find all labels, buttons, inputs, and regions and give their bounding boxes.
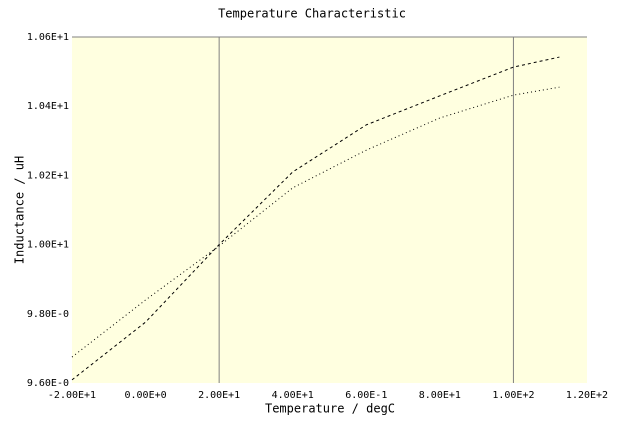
x-tick-label: 8.00E+1 bbox=[419, 390, 461, 401]
chart-title: Temperature Characteristic bbox=[218, 7, 406, 21]
y-tick-label: 1.00E+1 bbox=[27, 240, 69, 251]
x-tick-label: 4.00E+1 bbox=[272, 390, 314, 401]
x-tick-label: 0.00E+0 bbox=[124, 390, 166, 401]
series-line bbox=[71, 86, 560, 358]
series-line bbox=[71, 56, 560, 381]
y-axis-label: Inductance / uH bbox=[13, 156, 27, 264]
y-tick-label: 1.04E+1 bbox=[27, 101, 69, 112]
y-tick-label: 9.60E-0 bbox=[27, 378, 69, 389]
x-tick-label: -2.00E+1 bbox=[48, 390, 96, 401]
x-tick-label: 6.00E-1 bbox=[345, 390, 387, 401]
x-tick-label: 1.00E+2 bbox=[492, 390, 534, 401]
y-tick-label: 9.80E-0 bbox=[27, 309, 69, 320]
plot-area bbox=[72, 37, 587, 383]
x-axis-label: Temperature / degC bbox=[265, 402, 395, 416]
x-tick-label: 1.20E+2 bbox=[566, 390, 608, 401]
x-tick-label: 2.00E+1 bbox=[198, 390, 240, 401]
y-tick-label: 1.06E+1 bbox=[27, 32, 69, 43]
y-tick-label: 1.02E+1 bbox=[27, 170, 69, 181]
